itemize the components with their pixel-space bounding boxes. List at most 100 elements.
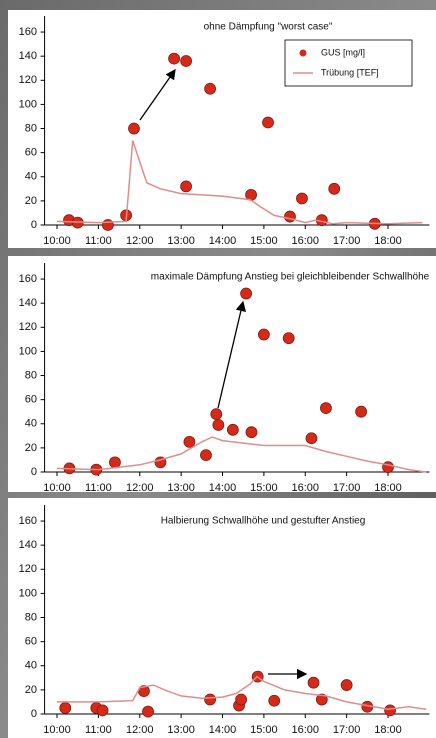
- x-tick-label: 11:00: [85, 724, 112, 736]
- point: [183, 435, 196, 448]
- point: [210, 408, 223, 421]
- point: [240, 287, 253, 300]
- point: [355, 405, 368, 418]
- point: [109, 456, 121, 469]
- chart-title: ohne Dämpfung "worst case": [204, 22, 333, 33]
- y-tick-label: 100: [19, 98, 37, 110]
- x-tick-label: 18:00: [374, 235, 402, 247]
- x-tick-label: 13:00: [167, 235, 195, 247]
- y-tick-label: 140: [19, 297, 37, 309]
- y-tick-label: 40: [25, 171, 37, 183]
- panel: [8, 498, 436, 738]
- point: [282, 332, 295, 345]
- point: [102, 219, 114, 231]
- point: [204, 693, 217, 706]
- x-tick-label: 15:00: [250, 724, 278, 736]
- y-tick-label: 60: [25, 147, 37, 159]
- y-tick-label: 120: [19, 563, 37, 575]
- y-tick-label: 80: [25, 611, 37, 623]
- point: [320, 402, 332, 414]
- point: [180, 180, 193, 193]
- point: [268, 694, 281, 707]
- point: [226, 423, 239, 436]
- y-tick-label: 20: [25, 684, 37, 696]
- point: [328, 182, 341, 195]
- point: [340, 679, 353, 691]
- x-tick-label: 16:00: [292, 724, 320, 736]
- x-tick-label: 18:00: [374, 482, 402, 494]
- x-tick-label: 10:00: [43, 235, 71, 247]
- x-tick-label: 17:00: [333, 235, 361, 247]
- x-tick-label: 17:00: [333, 482, 361, 494]
- point: [307, 676, 320, 689]
- point: [204, 82, 217, 95]
- y-tick-label: 140: [19, 50, 37, 62]
- legend-label: Trübung [TEF]: [321, 67, 379, 77]
- x-tick-label: 13:00: [167, 724, 195, 736]
- x-tick-label: 14:00: [209, 235, 237, 247]
- x-tick-label: 18:00: [374, 724, 402, 736]
- y-tick-label: 160: [19, 515, 37, 527]
- line: [56, 140, 423, 225]
- y-tick-label: 0: [31, 219, 37, 231]
- point: [382, 461, 394, 474]
- x-tick-label: 13:00: [167, 482, 195, 494]
- y-tick-label: 40: [25, 660, 37, 672]
- y-tick-label: 160: [19, 273, 37, 285]
- point: [384, 704, 396, 717]
- x-tick-label: 14:00: [209, 482, 237, 494]
- x-tick-label: 11:00: [85, 235, 112, 247]
- y-tick-label: 100: [19, 587, 37, 599]
- point: [168, 52, 181, 65]
- y-tick-label: 40: [25, 418, 37, 430]
- panel: [8, 256, 436, 492]
- point: [212, 419, 225, 431]
- point: [305, 432, 318, 445]
- arrow: [139, 68, 176, 121]
- point: [200, 449, 212, 462]
- legend-swatch: [299, 49, 307, 57]
- point: [59, 702, 72, 714]
- x-tick-label: 10:00: [43, 482, 71, 494]
- x-tick-label: 15:00: [250, 482, 278, 494]
- point: [257, 328, 270, 341]
- x-tick-label: 16:00: [292, 235, 320, 247]
- point: [296, 192, 308, 205]
- legend-label: GUS [mg/l]: [321, 47, 365, 57]
- y-tick-label: 60: [25, 636, 37, 648]
- point: [284, 210, 296, 223]
- y-tick-label: 80: [25, 369, 37, 381]
- y-tick-label: 80: [25, 122, 37, 134]
- y-tick-label: 120: [19, 321, 37, 333]
- y-tick-label: 0: [31, 708, 37, 720]
- y-tick-label: 0: [31, 466, 37, 478]
- y-tick-label: 140: [19, 539, 37, 551]
- y-tick-label: 20: [25, 195, 37, 207]
- y-tick-label: 20: [25, 442, 37, 454]
- point: [262, 116, 274, 129]
- point: [245, 426, 258, 439]
- point: [315, 693, 328, 706]
- x-tick-label: 15:00: [250, 235, 278, 247]
- point: [96, 704, 109, 717]
- y-tick-label: 100: [19, 345, 37, 357]
- x-tick-label: 16:00: [292, 482, 320, 494]
- point: [142, 705, 154, 718]
- point: [128, 122, 140, 135]
- x-tick-label: 10:00: [43, 724, 71, 736]
- x-tick-label: 11:00: [85, 482, 112, 494]
- chart-title: Halbierung Schwallhöhe und gestufter Ans…: [161, 516, 366, 527]
- x-tick-label: 14:00: [209, 724, 237, 736]
- y-tick-label: 160: [19, 26, 37, 38]
- line: [57, 675, 427, 710]
- line: [56, 436, 427, 473]
- y-tick-label: 60: [25, 394, 37, 406]
- x-tick-label: 12:00: [126, 724, 154, 736]
- point: [235, 693, 248, 706]
- point: [180, 55, 193, 67]
- arrow: [217, 300, 246, 409]
- x-tick-label: 12:00: [126, 482, 154, 494]
- chart-title: maximale Dämpfung Anstieg bei gleichblei…: [151, 272, 430, 283]
